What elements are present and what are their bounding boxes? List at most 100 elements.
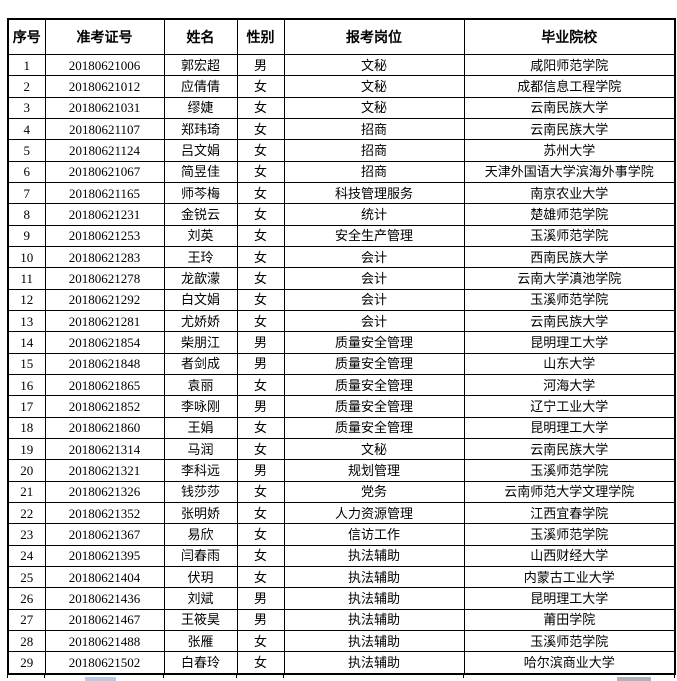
cell-name: 王玲 bbox=[163, 245, 238, 269]
cell-name: 缪婕 bbox=[163, 96, 238, 119]
cell-name: 白春玲 bbox=[163, 651, 238, 675]
candidate-roster-table: 序号 准考证号 姓名 性别 报考岗位 毕业院校 1 20180621006 郭宏超男… bbox=[7, 18, 676, 675]
table-row: 20 20180621321 李科远男规划管理 玉溪师范学院 bbox=[7, 459, 676, 482]
cell-school: 云南民族大学 bbox=[463, 117, 676, 141]
table-row: 1 20180621006 郭宏超男文秘 咸阳师范学院 bbox=[7, 53, 676, 77]
cell-index: 1 bbox=[7, 53, 46, 77]
cell-index: 22 bbox=[7, 501, 46, 525]
cell-school: 玉溪师范学院 bbox=[463, 523, 676, 546]
cell-exam-id: 20180621848 bbox=[44, 352, 165, 375]
cell-name: 李咏刚 bbox=[163, 395, 238, 418]
cell-school: 咸阳师范学院 bbox=[463, 53, 676, 77]
cell-school: 昆明理工大学 bbox=[463, 416, 676, 439]
cell-gender: 女 bbox=[236, 437, 285, 461]
cell-gender: 男 bbox=[236, 395, 285, 418]
cell-school: 昆明理工大学 bbox=[463, 331, 676, 354]
cell-index: 15 bbox=[7, 352, 46, 375]
cell-name: 郭宏超 bbox=[163, 53, 238, 77]
cell-position: 文秘 bbox=[283, 437, 465, 461]
cell-exam-id: 20180621321 bbox=[44, 459, 165, 482]
cell-gender: 女 bbox=[236, 416, 285, 439]
cell-name: 闫春雨 bbox=[163, 544, 238, 567]
cell-gender: 女 bbox=[236, 288, 285, 311]
cell-position: 会计 bbox=[283, 309, 465, 333]
cell-gender: 女 bbox=[236, 309, 285, 333]
cell-exam-id: 20180621326 bbox=[44, 480, 165, 503]
cell-gender: 男 bbox=[236, 459, 285, 482]
cell-position: 会计 bbox=[283, 288, 465, 311]
cell-exam-id: 20180621865 bbox=[44, 373, 165, 397]
cell-position: 质量安全管理 bbox=[283, 416, 465, 439]
cell-index: 27 bbox=[7, 608, 46, 631]
cell-index: 25 bbox=[7, 565, 46, 589]
cell-exam-id: 20180621281 bbox=[44, 309, 165, 333]
scrollbar-thumb-fragment[interactable] bbox=[617, 677, 651, 681]
cell-index: 4 bbox=[7, 117, 46, 141]
cell-school: 楚雄师范学院 bbox=[463, 203, 676, 226]
cell-exam-id: 20180621006 bbox=[44, 53, 165, 77]
cell-gender: 女 bbox=[236, 501, 285, 525]
column-header-index: 序号 bbox=[7, 18, 46, 55]
table-row: 7 20180621165 师芩梅女科技管理服务 南京农业大学 bbox=[7, 181, 676, 205]
cell-index: 29 bbox=[7, 651, 46, 675]
cell-school: 西南民族大学 bbox=[463, 245, 676, 269]
cell-name: 袁丽 bbox=[163, 373, 238, 397]
cell-exam-id: 20180621031 bbox=[44, 96, 165, 119]
table-row: 16 20180621865 袁丽女质量安全管理 河海大学 bbox=[7, 373, 676, 397]
table-row: 6 20180621067 简昱佳女招商 天津外国语大学滨海外事学院 bbox=[7, 160, 676, 183]
cell-index: 6 bbox=[7, 160, 46, 183]
cell-exam-id: 20180621107 bbox=[44, 117, 165, 141]
cell-gender: 女 bbox=[236, 160, 285, 183]
cell-name: 钱莎莎 bbox=[163, 480, 238, 503]
cell-name: 刘斌 bbox=[163, 587, 238, 610]
cell-gender: 女 bbox=[236, 523, 285, 546]
cell-exam-id: 20180621124 bbox=[44, 139, 165, 162]
gridline-stub bbox=[236, 674, 237, 678]
cell-school: 云南民族大学 bbox=[463, 437, 676, 461]
cell-name: 马润 bbox=[163, 437, 238, 461]
cell-position: 招商 bbox=[283, 160, 465, 183]
gridline-stub bbox=[44, 674, 45, 678]
cell-position: 执法辅助 bbox=[283, 587, 465, 610]
cell-school: 内蒙古工业大学 bbox=[463, 565, 676, 589]
cell-index: 23 bbox=[7, 523, 46, 546]
cell-exam-id: 20180621292 bbox=[44, 288, 165, 311]
table-row: 24 20180621395 闫春雨女执法辅助 山西财经大学 bbox=[7, 544, 676, 567]
cell-index: 26 bbox=[7, 587, 46, 610]
cell-gender: 男 bbox=[236, 608, 285, 631]
cell-gender: 女 bbox=[236, 267, 285, 290]
column-header-name: 姓名 bbox=[163, 18, 238, 55]
cell-exam-id: 20180621314 bbox=[44, 437, 165, 461]
cell-school: 河海大学 bbox=[463, 373, 676, 397]
cell-exam-id: 20180621367 bbox=[44, 523, 165, 546]
cell-gender: 男 bbox=[236, 587, 285, 610]
cutoff-row-highlight-fragment bbox=[85, 677, 116, 681]
cell-name: 白文娟 bbox=[163, 288, 238, 311]
cell-school: 辽宁工业大学 bbox=[463, 395, 676, 418]
cell-gender: 女 bbox=[236, 139, 285, 162]
cell-position: 会计 bbox=[283, 267, 465, 290]
cell-exam-id: 20180621436 bbox=[44, 587, 165, 610]
table-row: 4 20180621107 郑玮琦女招商 云南民族大学 bbox=[7, 117, 676, 141]
gridline-stub bbox=[7, 674, 8, 678]
cell-index: 24 bbox=[7, 544, 46, 567]
table-row: 3 20180621031 缪婕女文秘 云南民族大学 bbox=[7, 96, 676, 119]
gridline-stub bbox=[463, 674, 464, 678]
cell-index: 5 bbox=[7, 139, 46, 162]
column-header-gender: 性别 bbox=[236, 18, 285, 55]
cell-index: 21 bbox=[7, 480, 46, 503]
cell-exam-id: 20180621854 bbox=[44, 331, 165, 354]
cell-position: 质量安全管理 bbox=[283, 352, 465, 375]
cell-name: 龙歆濛 bbox=[163, 267, 238, 290]
cell-index: 2 bbox=[7, 75, 46, 98]
cell-gender: 女 bbox=[236, 245, 285, 269]
table-row: 2 20180621012 应倩倩女文秘 成都信息工程学院 bbox=[7, 75, 676, 98]
cell-school: 云南师范大学文理学院 bbox=[463, 480, 676, 503]
cell-name: 张雁 bbox=[163, 629, 238, 653]
cell-exam-id: 20180621278 bbox=[44, 267, 165, 290]
table-row: 19 20180621314 马润女文秘 云南民族大学 bbox=[7, 437, 676, 461]
cell-index: 10 bbox=[7, 245, 46, 269]
cell-position: 招商 bbox=[283, 117, 465, 141]
table-row: 28 20180621488 张雁女执法辅助 玉溪师范学院 bbox=[7, 629, 676, 653]
